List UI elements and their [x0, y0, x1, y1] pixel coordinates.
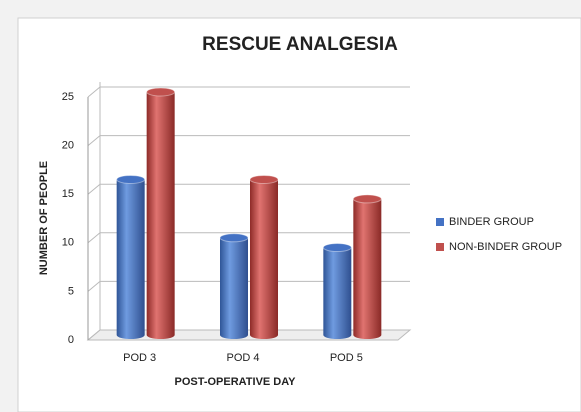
- bar: [116, 174, 146, 339]
- bar-top: [116, 174, 146, 184]
- grid-line: [87, 86, 410, 98]
- x-tick-label: POD 3: [123, 352, 156, 364]
- y-tick-label: 5: [68, 285, 74, 297]
- legend-swatch: [436, 218, 444, 226]
- grid-line: [87, 329, 410, 341]
- bar-top: [249, 174, 279, 184]
- chart-title: RESCUE ANALGESIA: [202, 34, 398, 55]
- x-tick-label: POD 5: [330, 352, 363, 364]
- bar-body: [250, 179, 278, 339]
- bar-body: [353, 198, 382, 339]
- y-tick-label: 25: [62, 91, 74, 103]
- grid-line: [87, 280, 410, 292]
- bar-top: [146, 87, 176, 97]
- bar-body: [220, 237, 248, 339]
- bar-top: [322, 243, 352, 253]
- y-tick-label: 20: [62, 140, 74, 152]
- bar-body: [323, 247, 352, 339]
- bar-top: [219, 233, 249, 243]
- grid-line: [87, 183, 410, 195]
- y-axis-label: NUMBER OF PEOPLE: [38, 161, 50, 275]
- bar-top: [352, 194, 382, 204]
- bar: [146, 87, 176, 339]
- legend-label: NON-BINDER GROUP: [449, 241, 562, 253]
- x-tick-label: POD 4: [226, 352, 259, 364]
- legend-swatch: [436, 243, 444, 251]
- bar: [249, 174, 279, 339]
- grid-line: [87, 232, 410, 244]
- bar-body: [116, 179, 145, 339]
- y-tick-label: 0: [68, 334, 74, 346]
- grid-line: [87, 135, 410, 146]
- legend-label: BINDER GROUP: [449, 216, 534, 228]
- bar: [352, 194, 382, 339]
- y-tick-label: 10: [62, 237, 74, 249]
- bar: [219, 233, 249, 339]
- y-tick-label: 15: [62, 188, 74, 200]
- bar: [322, 243, 352, 339]
- chart-area: [17, 17, 581, 412]
- x-axis-label: POST-OPERATIVE DAY: [174, 376, 296, 388]
- bar-body: [146, 92, 175, 339]
